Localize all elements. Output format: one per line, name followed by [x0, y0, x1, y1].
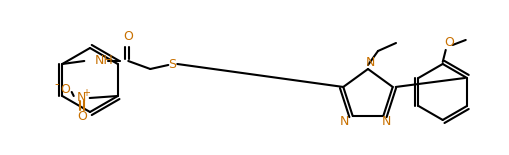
Text: O: O	[123, 29, 133, 42]
Text: N: N	[340, 115, 349, 128]
Text: N: N	[382, 115, 391, 128]
Text: N: N	[77, 91, 87, 104]
Text: N: N	[365, 57, 375, 69]
Text: O: O	[77, 109, 87, 122]
Text: -: -	[54, 78, 59, 91]
Text: NH: NH	[94, 55, 113, 67]
Text: S: S	[168, 58, 176, 71]
Text: O: O	[60, 82, 70, 95]
Text: +: +	[82, 88, 90, 98]
Text: O: O	[444, 36, 454, 49]
